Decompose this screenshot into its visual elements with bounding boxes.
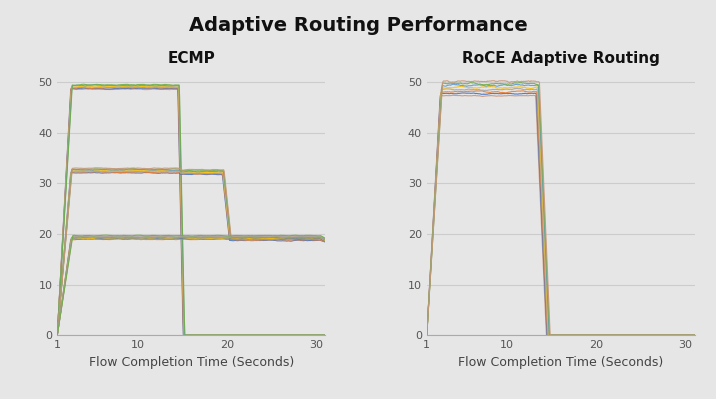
Title: ECMP: ECMP [168,51,215,67]
Text: Adaptive Routing Performance: Adaptive Routing Performance [188,16,528,35]
X-axis label: Flow Completion Time (Seconds): Flow Completion Time (Seconds) [89,356,294,369]
Title: RoCE Adaptive Routing: RoCE Adaptive Routing [462,51,659,67]
X-axis label: Flow Completion Time (Seconds): Flow Completion Time (Seconds) [458,356,663,369]
